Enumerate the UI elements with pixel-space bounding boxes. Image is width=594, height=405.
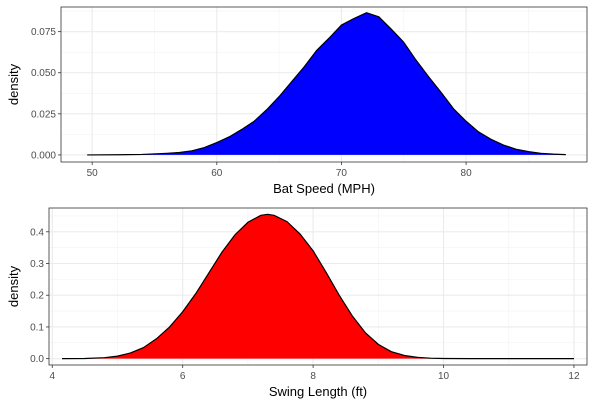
swing-length-axis-ticks: 4 6 8 10 12 0.0 0.1 0.2 0.3 0.4 [30, 227, 580, 382]
swing-length-x-tick-label: 8 [310, 371, 316, 382]
swing-length-x-tick-label: 12 [568, 371, 580, 382]
swing-length-x-axis-title: Swing Length (ft) [269, 384, 367, 399]
swing-length-density-line [62, 213, 574, 360]
bat-speed-y-tick-label: 0.025 [31, 109, 56, 120]
swing-length-y-tick-label: 0.1 [30, 322, 44, 333]
bat-speed-axis-ticks: 50 60 70 80 0.000 0.025 0.050 0.075 [31, 27, 472, 179]
swing-length-y-tick-label: 0.2 [30, 291, 44, 302]
swing-length-x-tick-label: 6 [180, 371, 186, 382]
bat-speed-x-tick-label: 60 [211, 168, 223, 179]
bat-speed-x-tick-label: 80 [461, 168, 473, 179]
bat-speed-panel-border [60, 6, 588, 163]
bat-speed-y-tick-label: 0.000 [31, 150, 56, 161]
bat-speed-y-axis-title: density [6, 63, 21, 105]
swing-length-y-tick-label: 0.0 [30, 354, 44, 365]
bat-speed-density-area [87, 12, 566, 155]
swing-length-density-area [62, 214, 574, 359]
bat-speed-y-tick-label: 0.075 [31, 27, 56, 38]
swing-length-panel-border [48, 207, 588, 366]
bat-speed-x-tick-label: 70 [336, 168, 348, 179]
bat-speed-y-tick-label: 0.050 [31, 68, 56, 79]
bat-speed-x-tick-label: 50 [87, 168, 99, 179]
swing-length-x-tick-label: 10 [438, 371, 450, 382]
bat-speed-x-axis-title: Bat Speed (MPH) [273, 181, 375, 196]
swing-length-y-axis-title: density [6, 265, 21, 307]
bat-speed-density-panel: 50 60 70 80 0.000 0.025 0.050 0.075 Bat Speed (… [6, 6, 588, 196]
bat-speed-density-line [87, 12, 566, 156]
swing-length-y-tick-label: 0.4 [30, 227, 44, 238]
swing-length-density-panel: 4 6 8 10 12 0.0 0.1 0.2 0.3 0.4 Swing Length (ft)… [6, 207, 588, 399]
swing-length-x-tick-label: 4 [49, 371, 55, 382]
swing-length-y-tick-label: 0.3 [30, 259, 44, 270]
